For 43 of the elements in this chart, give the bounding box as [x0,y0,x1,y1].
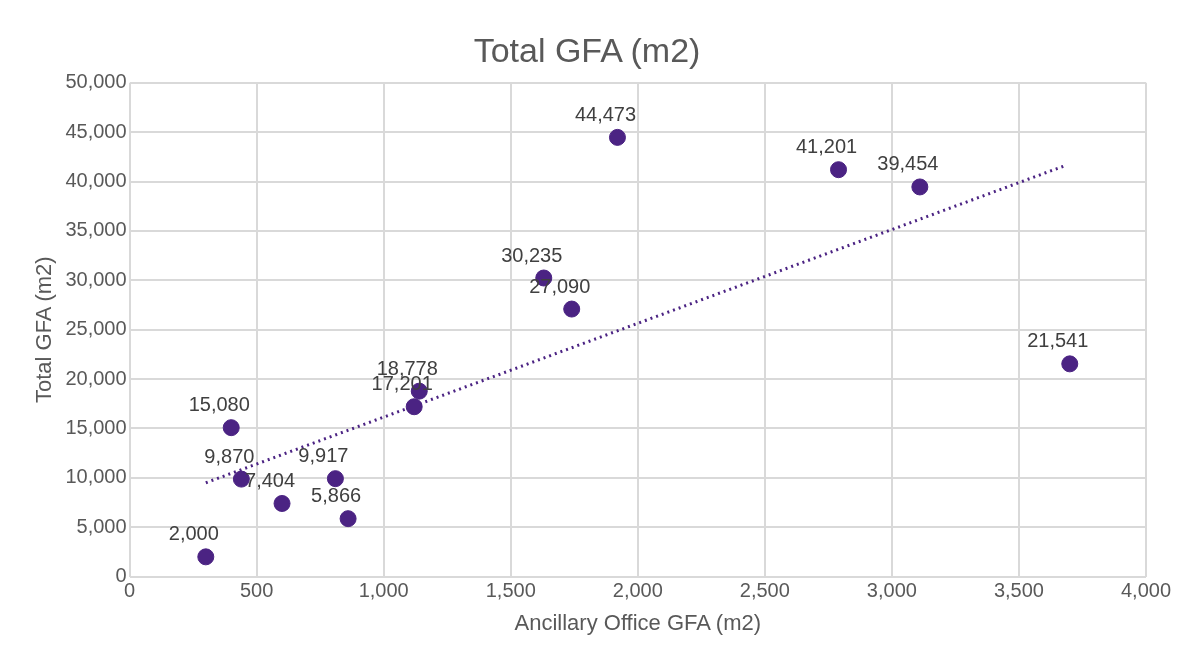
y-tick-label: 25,000 [65,317,127,340]
x-tick-label: 2,000 [612,579,663,602]
data-label: 5,866 [311,484,362,507]
y-tick-label: 40,000 [65,169,127,192]
point [563,300,581,318]
data-label: 21,541 [1027,329,1089,352]
data-label: 2,000 [168,522,219,545]
y-tick-label: 50,000 [65,70,127,93]
x-tick-label: 2,500 [739,579,790,602]
chart-title: Total GFA (m2) [473,30,701,69]
x-tick-label: 4,000 [1120,579,1172,602]
x-tick-label: 1,000 [358,579,409,602]
y-tick-label: 20,000 [65,366,127,389]
point [1061,355,1079,373]
y-tick-label: 45,000 [65,119,127,142]
x-tick-label: 3,000 [866,579,917,602]
point [405,398,423,416]
point [830,161,848,179]
point [273,494,291,512]
point [911,178,929,196]
point [197,548,215,566]
point [608,128,626,146]
y-tick-label: 30,000 [65,267,127,290]
x-tick-label: 500 [239,579,274,602]
data-label: 9,870 [204,444,255,467]
point [326,470,344,488]
point [222,419,240,437]
x-tick-label: 3,500 [993,579,1044,602]
y-tick-label: 10,000 [65,465,127,488]
data-label: 27,090 [529,274,591,297]
y-tick-label: 15,000 [65,415,127,438]
data-label: 9,917 [298,444,349,467]
data-label: 44,473 [574,102,637,125]
data-label: 15,080 [188,393,250,416]
x-tick-label: 1,500 [485,579,536,602]
x-axis-title: Ancillary Office GFA (m2) [514,609,762,635]
y-axis-title: Total GFA (m2) [31,256,57,404]
data-label: 41,201 [795,135,858,158]
point [339,510,357,528]
data-label: 30,235 [501,243,563,266]
data-label: 39,454 [877,152,939,175]
y-tick-label: 35,000 [65,218,127,241]
y-tick-label: 5,000 [76,514,127,537]
